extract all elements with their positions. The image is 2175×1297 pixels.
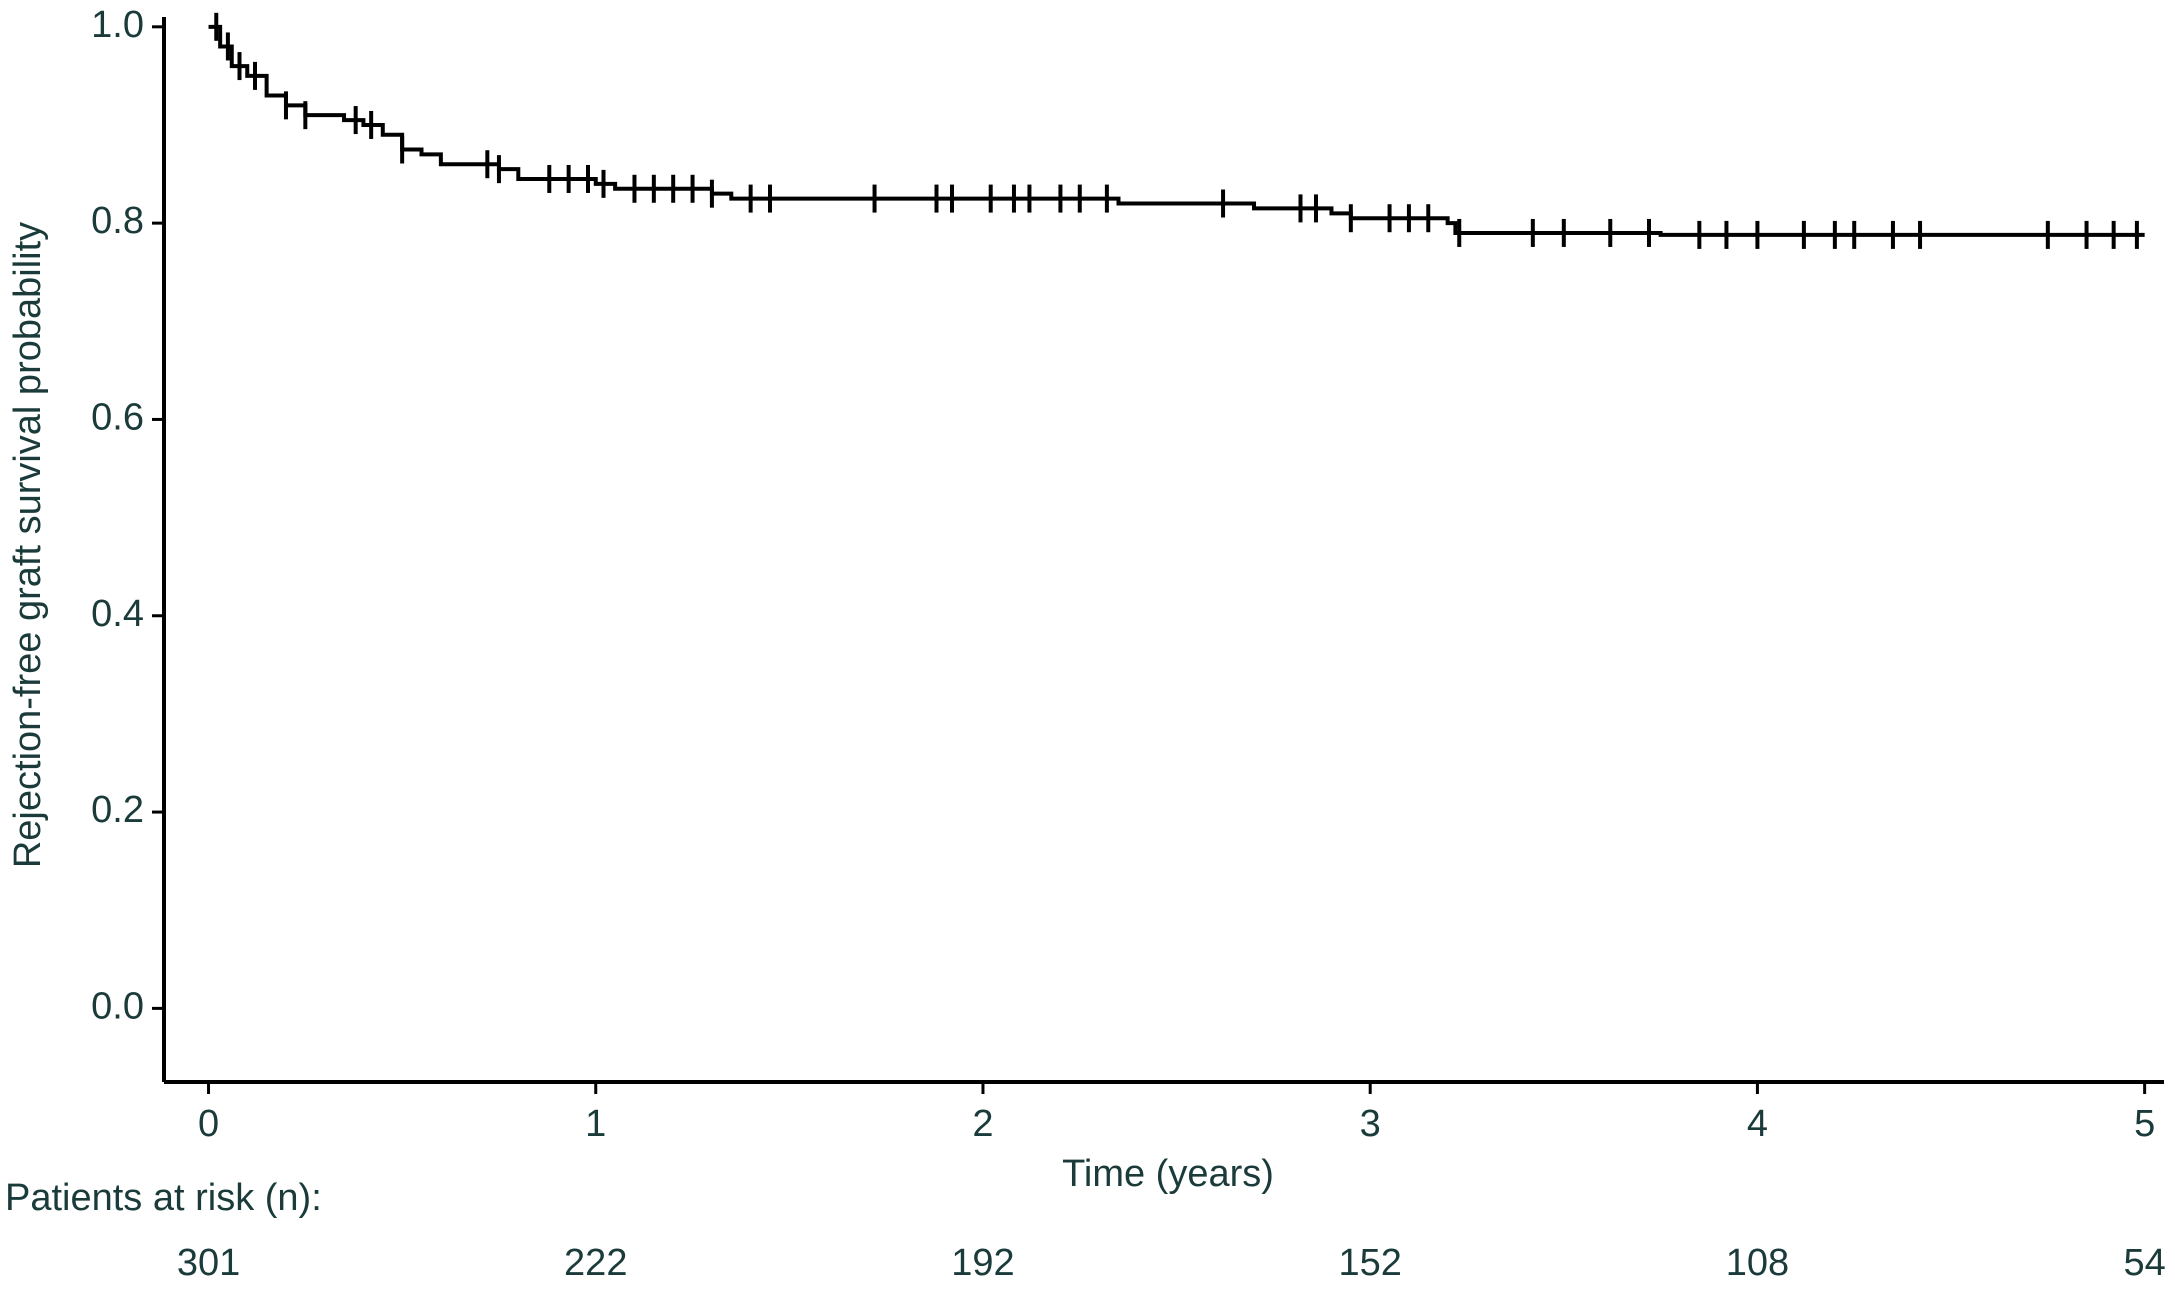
y-tick-label: 0.4 xyxy=(91,593,144,635)
y-tick-label: 0.8 xyxy=(91,200,144,242)
risk-value: 301 xyxy=(177,1242,240,1284)
risk-table-title: Patients at risk (n): xyxy=(5,1177,322,1219)
x-tick-label: 2 xyxy=(972,1103,993,1145)
x-tick-label: 3 xyxy=(1360,1103,1381,1145)
y-axis-title: Rejection-free graft survival probabilit… xyxy=(7,222,49,868)
y-tick-label: 1.0 xyxy=(91,4,144,46)
x-tick-label: 1 xyxy=(585,1103,606,1145)
x-axis-title: Time (years) xyxy=(1062,1153,1274,1195)
x-tick-label: 4 xyxy=(1747,1103,1768,1145)
risk-value: 108 xyxy=(1726,1242,1789,1284)
risk-value: 192 xyxy=(951,1242,1014,1284)
y-tick-label: 0.6 xyxy=(91,396,144,438)
risk-value: 152 xyxy=(1338,1242,1401,1284)
x-tick-label: 5 xyxy=(2134,1103,2155,1145)
y-tick-label: 0.2 xyxy=(91,789,144,831)
survival-curve xyxy=(208,24,2145,237)
risk-value: 222 xyxy=(564,1242,627,1284)
y-tick-label: 0.0 xyxy=(91,985,144,1027)
risk-value: 54 xyxy=(2123,1242,2165,1284)
x-tick-label: 0 xyxy=(198,1103,219,1145)
